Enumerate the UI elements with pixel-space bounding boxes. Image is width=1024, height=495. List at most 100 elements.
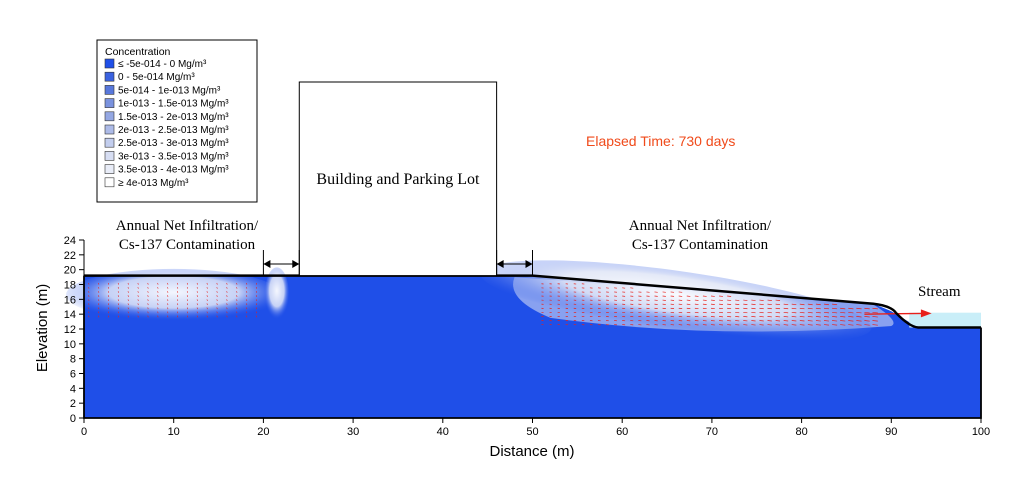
velocity-arrow bbox=[98, 282, 100, 285]
legend-entry-label: 0 - 5e-014 Mg/m³ bbox=[118, 72, 195, 83]
velocity-arrow bbox=[88, 307, 90, 310]
velocity-arrow bbox=[88, 286, 90, 289]
velocity-arrow bbox=[98, 307, 100, 310]
legend-entry-label: 1.5e-013 - 2e-013 Mg/m³ bbox=[118, 112, 229, 123]
x-tick-label: 50 bbox=[526, 426, 538, 438]
velocity-arrow bbox=[177, 295, 179, 297]
velocity-arrow bbox=[186, 291, 189, 293]
velocity-arrow bbox=[791, 311, 797, 314]
velocity-arrow bbox=[823, 324, 829, 326]
velocity-arrow bbox=[767, 320, 772, 322]
velocity-arrow bbox=[167, 282, 169, 285]
legend-entry-label: 3e-013 - 3.5e-013 Mg/m³ bbox=[118, 151, 229, 162]
y-tick-label: 8 bbox=[70, 354, 76, 366]
velocity-arrow bbox=[872, 311, 878, 314]
velocity-arrow bbox=[799, 307, 805, 310]
legend-swatch bbox=[104, 98, 115, 108]
velocity-arrow bbox=[848, 311, 854, 314]
velocity-arrow bbox=[856, 311, 862, 314]
velocity-arrow bbox=[206, 295, 208, 297]
velocity-arrow bbox=[759, 311, 764, 314]
velocity-arrow bbox=[167, 299, 169, 302]
velocity-arrow bbox=[807, 320, 813, 322]
velocity-arrow bbox=[791, 324, 797, 326]
discharge-arrow bbox=[864, 312, 923, 315]
elapsed-time-label: Elapsed Time: 730 days bbox=[586, 133, 735, 149]
velocity-arrow bbox=[783, 303, 789, 306]
velocity-arrow bbox=[783, 324, 789, 326]
velocity-arrow bbox=[147, 291, 149, 293]
velocity-arrow bbox=[167, 307, 169, 310]
velocity-arrow bbox=[98, 303, 100, 306]
right-zone-label-line1: Annual Net Infiltration/ bbox=[629, 218, 772, 234]
velocity-arrow bbox=[864, 307, 870, 310]
velocity-arrow bbox=[246, 303, 248, 306]
velocity-arrow bbox=[864, 324, 870, 326]
velocity-arrow bbox=[807, 316, 813, 318]
velocity-arrow bbox=[848, 320, 854, 322]
velocity-arrow bbox=[186, 295, 189, 297]
velocity-arrow bbox=[167, 315, 169, 318]
velocity-arrow bbox=[137, 311, 139, 314]
y-tick-label: 24 bbox=[64, 235, 76, 247]
velocity-arrow bbox=[832, 316, 838, 318]
x-tick-label: 80 bbox=[795, 426, 807, 438]
velocity-arrow bbox=[759, 320, 764, 322]
velocity-arrow bbox=[751, 303, 756, 306]
y-tick-label: 12 bbox=[64, 324, 76, 336]
velocity-arrow bbox=[107, 311, 110, 314]
velocity-arrow bbox=[88, 311, 90, 314]
velocity-arrow bbox=[255, 286, 258, 289]
y-tick-label: 16 bbox=[64, 294, 76, 306]
legend-swatch bbox=[104, 151, 115, 161]
velocity-arrow bbox=[226, 315, 228, 318]
x-tick-label: 30 bbox=[347, 426, 359, 438]
velocity-arrow bbox=[206, 286, 208, 289]
velocity-arrow bbox=[791, 316, 797, 318]
velocity-arrow bbox=[117, 307, 119, 310]
velocity-arrow bbox=[137, 282, 139, 285]
legend-entry-label: 2.5e-013 - 3e-013 Mg/m³ bbox=[118, 138, 229, 149]
velocity-arrow bbox=[759, 299, 764, 301]
velocity-arrow bbox=[206, 291, 208, 293]
velocity-arrow bbox=[767, 316, 772, 318]
velocity-arrow bbox=[226, 311, 228, 314]
velocity-arrow bbox=[226, 291, 228, 293]
velocity-arrow bbox=[216, 286, 218, 289]
velocity-arrow bbox=[196, 295, 198, 297]
velocity-arrow bbox=[236, 286, 238, 289]
velocity-arrow bbox=[88, 315, 90, 318]
velocity-arrow bbox=[246, 291, 248, 293]
velocity-arrow bbox=[206, 311, 208, 314]
legend-swatch bbox=[104, 58, 115, 69]
velocity-arrow bbox=[872, 324, 878, 326]
velocity-arrow bbox=[832, 324, 838, 326]
velocity-arrow bbox=[840, 311, 846, 314]
velocity-arrow bbox=[216, 299, 218, 302]
velocity-arrow bbox=[127, 286, 129, 289]
left-zone-label-line1: Annual Net Infiltration/ bbox=[116, 218, 259, 234]
velocity-arrow bbox=[167, 286, 169, 289]
velocity-arrow bbox=[216, 295, 218, 297]
velocity-arrow bbox=[177, 307, 179, 310]
y-tick-label: 2 bbox=[70, 398, 76, 410]
velocity-arrow bbox=[98, 295, 100, 297]
x-tick-label: 10 bbox=[168, 426, 180, 438]
velocity-arrow bbox=[186, 299, 189, 302]
velocity-arrow bbox=[864, 311, 870, 314]
legend-title: Concentration bbox=[105, 46, 171, 58]
velocity-arrow bbox=[147, 311, 149, 314]
velocity-arrow bbox=[117, 291, 119, 293]
velocity-arrow bbox=[246, 315, 248, 318]
velocity-arrow bbox=[759, 307, 764, 310]
velocity-arrow bbox=[848, 324, 854, 326]
velocity-arrow bbox=[759, 316, 764, 318]
velocity-arrow bbox=[767, 299, 772, 301]
velocity-arrow bbox=[206, 315, 208, 318]
velocity-arrow bbox=[255, 303, 258, 306]
velocity-arrow bbox=[147, 303, 149, 306]
velocity-arrow bbox=[832, 307, 838, 310]
left-gap-dimension-head-right bbox=[292, 260, 300, 268]
velocity-arrow bbox=[177, 282, 179, 285]
velocity-arrow bbox=[767, 324, 772, 326]
